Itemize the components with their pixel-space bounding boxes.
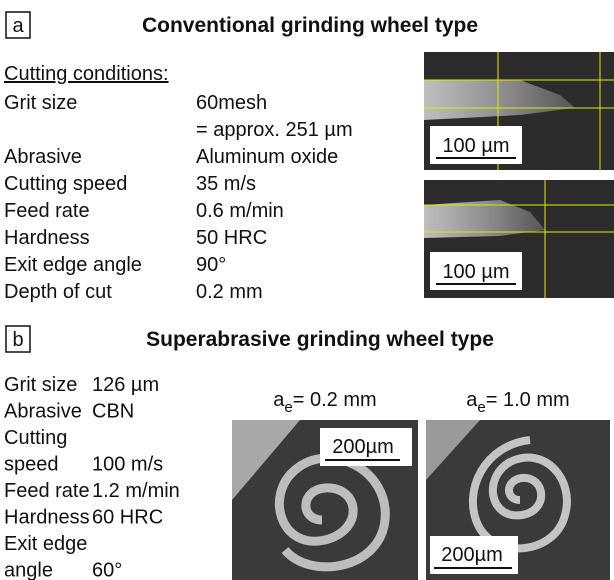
condition-value: 100 m/s xyxy=(92,454,163,476)
condition-label: Feed rate xyxy=(4,200,90,222)
condition-label: Exit edge angle xyxy=(4,254,142,276)
image-caption: ae= 1.0 mm xyxy=(466,389,569,416)
condition-value: = approx. 251 µm xyxy=(196,119,353,141)
condition-label: Grit size xyxy=(4,92,77,114)
condition-value: 60° xyxy=(92,560,122,580)
condition-value: 0.6 m/min xyxy=(196,200,284,222)
condition-value: 60 HRC xyxy=(92,507,163,529)
condition-value: Aluminum oxide xyxy=(196,146,338,168)
condition-value: 60mesh xyxy=(196,92,267,114)
condition-label: Cutting xyxy=(4,427,67,449)
condition-label: Feed rate xyxy=(4,480,90,502)
scale-bar-label: 100 µm xyxy=(442,261,509,283)
condition-label: speed xyxy=(4,454,59,476)
panel-label: b xyxy=(12,329,23,351)
figure: a Conventional grinding wheel type Cutti… xyxy=(0,0,614,580)
condition-value: CBN xyxy=(92,401,134,423)
subheading: Cutting conditions: xyxy=(4,63,169,85)
condition-value: 90° xyxy=(196,254,226,276)
scale-bar-label: 200µm xyxy=(441,544,503,566)
condition-label: Abrasive xyxy=(4,146,82,168)
panel-label: a xyxy=(12,15,24,37)
condition-label: Abrasive xyxy=(4,401,82,423)
condition-label: Hardness xyxy=(4,507,90,529)
condition-label: angle xyxy=(4,560,53,580)
panel-title: Conventional grinding wheel type xyxy=(142,14,478,37)
condition-label: Hardness xyxy=(4,227,90,249)
image-caption: ae= 0.2 mm xyxy=(273,389,376,416)
condition-value: 126 µm xyxy=(92,374,159,396)
condition-value: 50 HRC xyxy=(196,227,267,249)
scale-bar-label: 200µm xyxy=(332,436,394,458)
condition-value: 1.2 m/min xyxy=(92,480,180,502)
condition-label: Grit size xyxy=(4,374,77,396)
condition-value: 35 m/s xyxy=(196,173,256,195)
condition-label: Exit edge xyxy=(4,533,87,555)
panel-title: Superabrasive grinding wheel type xyxy=(146,328,494,351)
scale-bar-label: 100 µm xyxy=(442,135,509,157)
condition-value: 0.2 mm xyxy=(196,281,263,303)
condition-label: Depth of cut xyxy=(4,281,112,303)
condition-label: Cutting speed xyxy=(4,173,127,195)
